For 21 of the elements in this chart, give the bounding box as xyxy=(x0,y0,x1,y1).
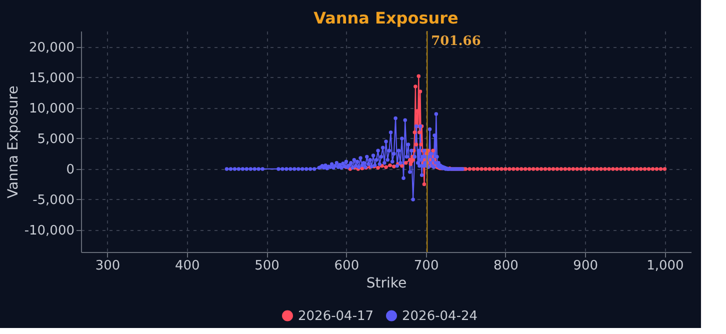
x-tick-label: 600 xyxy=(334,258,360,274)
x-tick-label: 900 xyxy=(573,258,598,274)
x-tick-label: 500 xyxy=(254,258,280,274)
legend-label: 2026-04-17 xyxy=(298,308,374,324)
y-tick-label: 15,000 xyxy=(29,70,74,86)
x-tick-label: 400 xyxy=(175,258,200,274)
x-axis-title: Strike xyxy=(366,276,407,292)
legend-label: 2026-04-24 xyxy=(402,308,478,324)
x-tick-label: 800 xyxy=(494,258,518,274)
y-tick-label: 20,000 xyxy=(29,40,74,56)
x-tick-label: 700 xyxy=(414,258,439,274)
chart-title: Vanna Exposure xyxy=(314,8,459,28)
y-tick-label: -5,000 xyxy=(32,192,74,208)
y-tick-label: 10,000 xyxy=(29,101,74,116)
x-tick-label: 300 xyxy=(95,258,120,274)
y-axis-title: Vanna Exposure xyxy=(5,86,22,198)
y-tick-label: 5,000 xyxy=(37,132,74,147)
y-tick-label: 0 xyxy=(66,162,74,178)
ref-line-label: 701.66 xyxy=(431,34,481,49)
y-tick-label: -10,000 xyxy=(24,224,74,239)
x-tick-label: 1,000 xyxy=(646,258,684,274)
